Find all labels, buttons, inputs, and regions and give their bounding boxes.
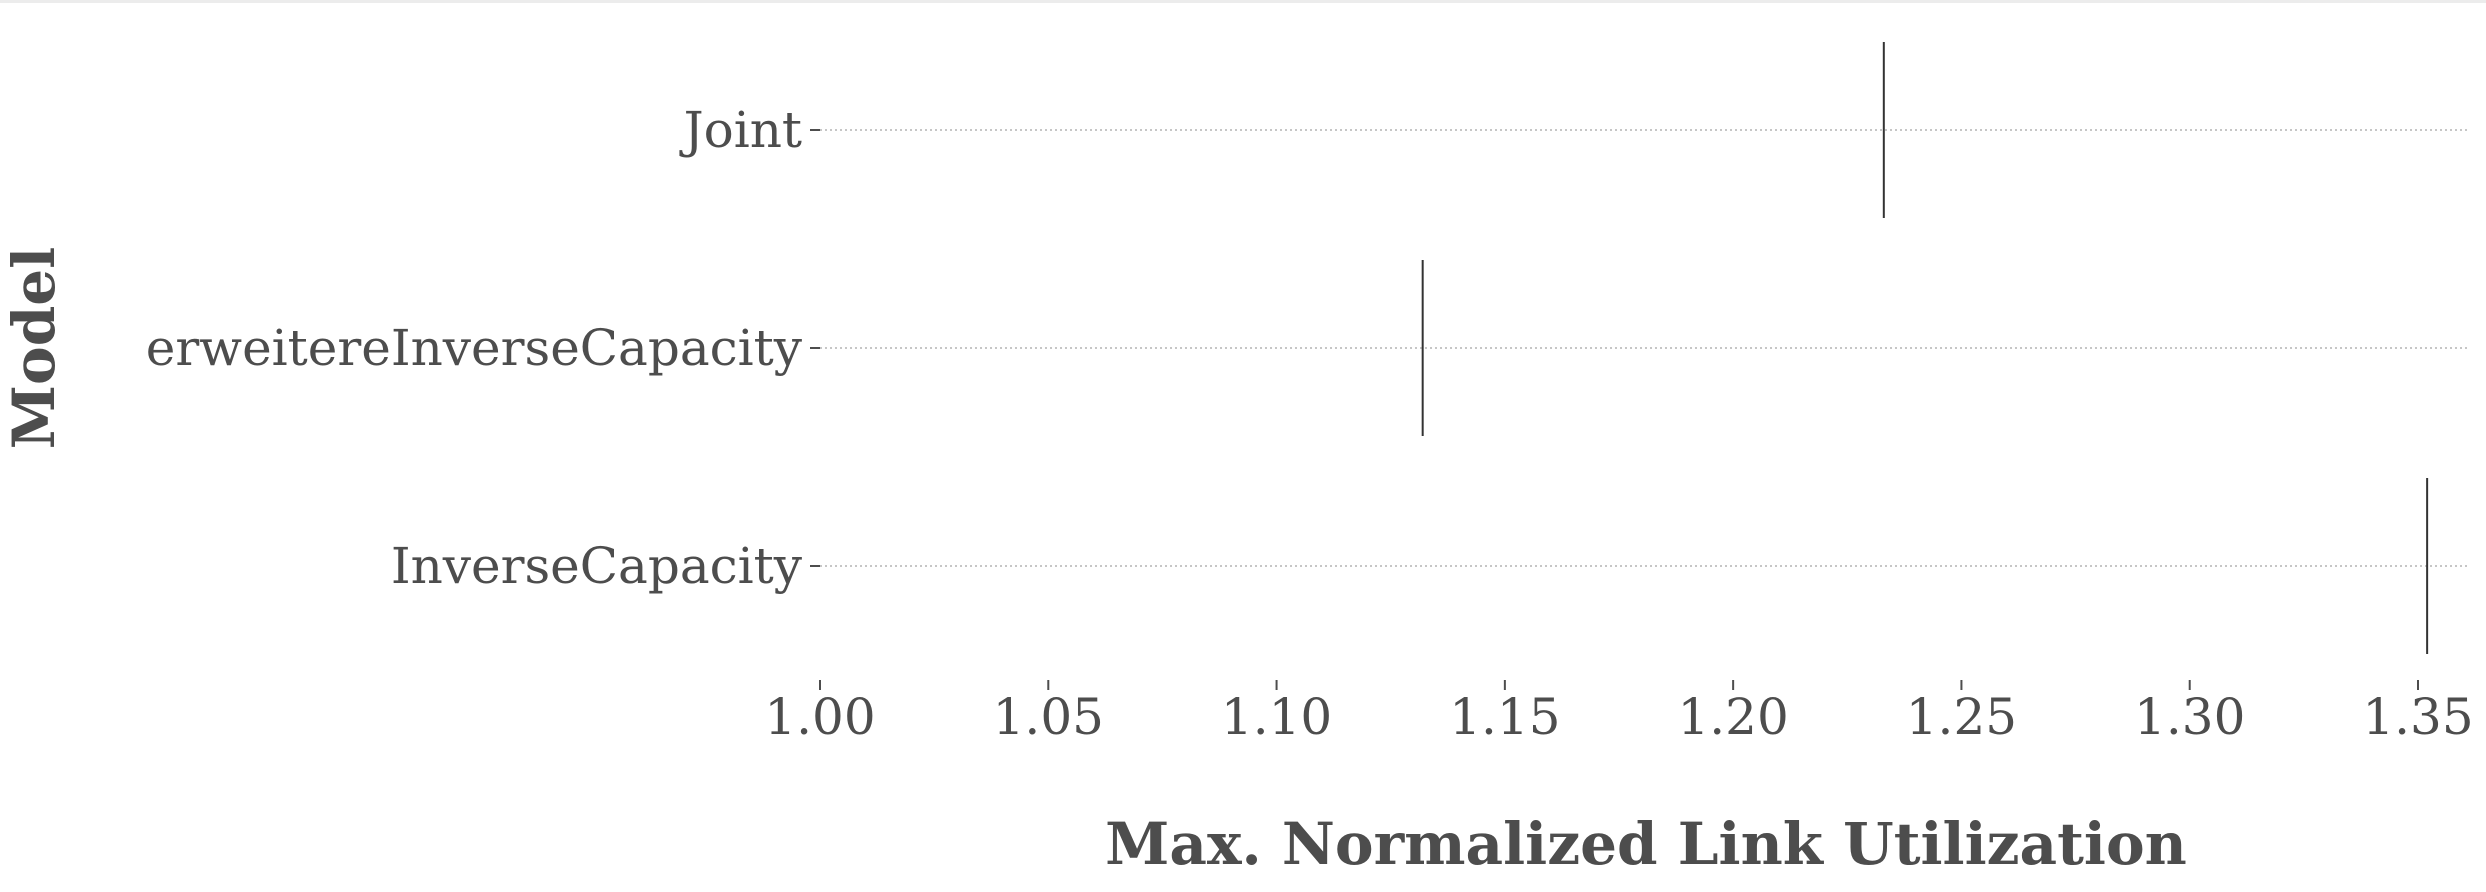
x-tick-label: 1.05: [993, 688, 1104, 746]
x-tick-label: 1.00: [764, 688, 875, 746]
x-tick-label: 1.30: [2134, 688, 2245, 746]
x-tick-label: 1.25: [1906, 688, 2017, 746]
x-axis: 1.00 1.05 1.10 1.15 1.20 1.25 1.30 1.35: [764, 680, 2474, 746]
grid-layer: [820, 129, 2470, 567]
y-tick-label: Joint: [679, 101, 802, 159]
x-tick-label: 1.10: [1221, 688, 1332, 746]
x-tick-label: 1.15: [1449, 688, 1560, 746]
y-axis-title: Model: [0, 247, 68, 449]
x-tick-label: 1.35: [2362, 688, 2473, 746]
y-tick-label: erweitereInverseCapacity: [146, 319, 803, 377]
x-tick-label: 1.20: [1677, 688, 1788, 746]
x-axis-title: Max. Normalized Link Utilization: [1105, 810, 2187, 878]
y-axis: Joint erweitereInverseCapacity InverseCapa…: [146, 101, 820, 595]
top-border: [0, 0, 2486, 3]
data-marks: [1421, 42, 2429, 654]
y-tick-label: InverseCapacity: [391, 537, 803, 595]
